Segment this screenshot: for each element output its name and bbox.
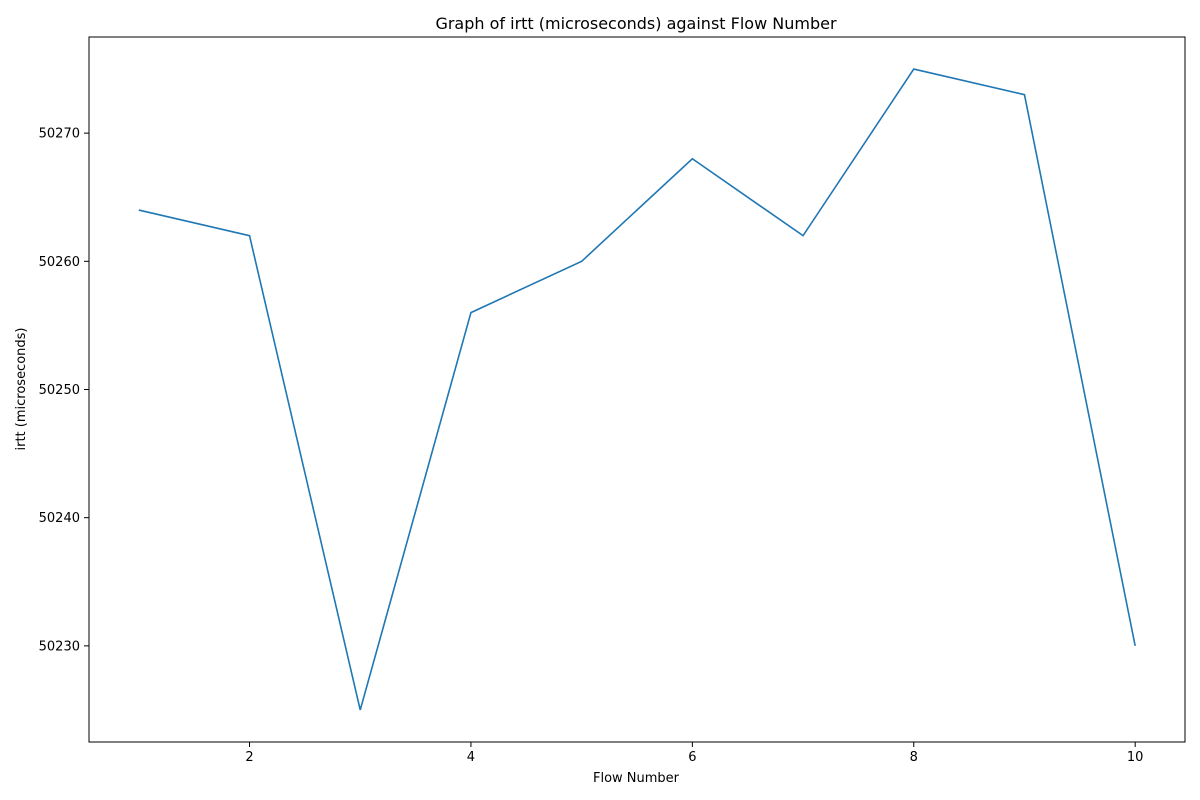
y-tick-label: 50260 bbox=[39, 255, 80, 270]
series-line bbox=[138, 68, 1136, 711]
x-tick-label: 6 bbox=[688, 750, 696, 765]
series-points bbox=[138, 69, 1136, 710]
x-tick-label: 10 bbox=[1127, 750, 1144, 765]
y-axis-label: irtt (microseconds) bbox=[14, 328, 29, 451]
y-tick-label: 50270 bbox=[39, 127, 80, 142]
y-tick-label: 50240 bbox=[39, 511, 80, 526]
x-tick-label: 8 bbox=[910, 750, 918, 765]
y-tick-label: 50230 bbox=[39, 639, 80, 654]
chart-title: Graph of irtt (microseconds) against Flo… bbox=[435, 14, 836, 33]
x-axis-ticks: 2 4 6 8 10 bbox=[245, 742, 1143, 765]
x-tick-label: 2 bbox=[245, 750, 253, 765]
x-axis-label: Flow Number bbox=[593, 771, 680, 786]
y-tick-label: 50250 bbox=[39, 383, 80, 398]
y-axis-ticks: 50230 50240 50250 50260 50270 bbox=[39, 127, 89, 654]
x-tick-label: 4 bbox=[467, 750, 475, 765]
plot-frame bbox=[88, 36, 1186, 743]
